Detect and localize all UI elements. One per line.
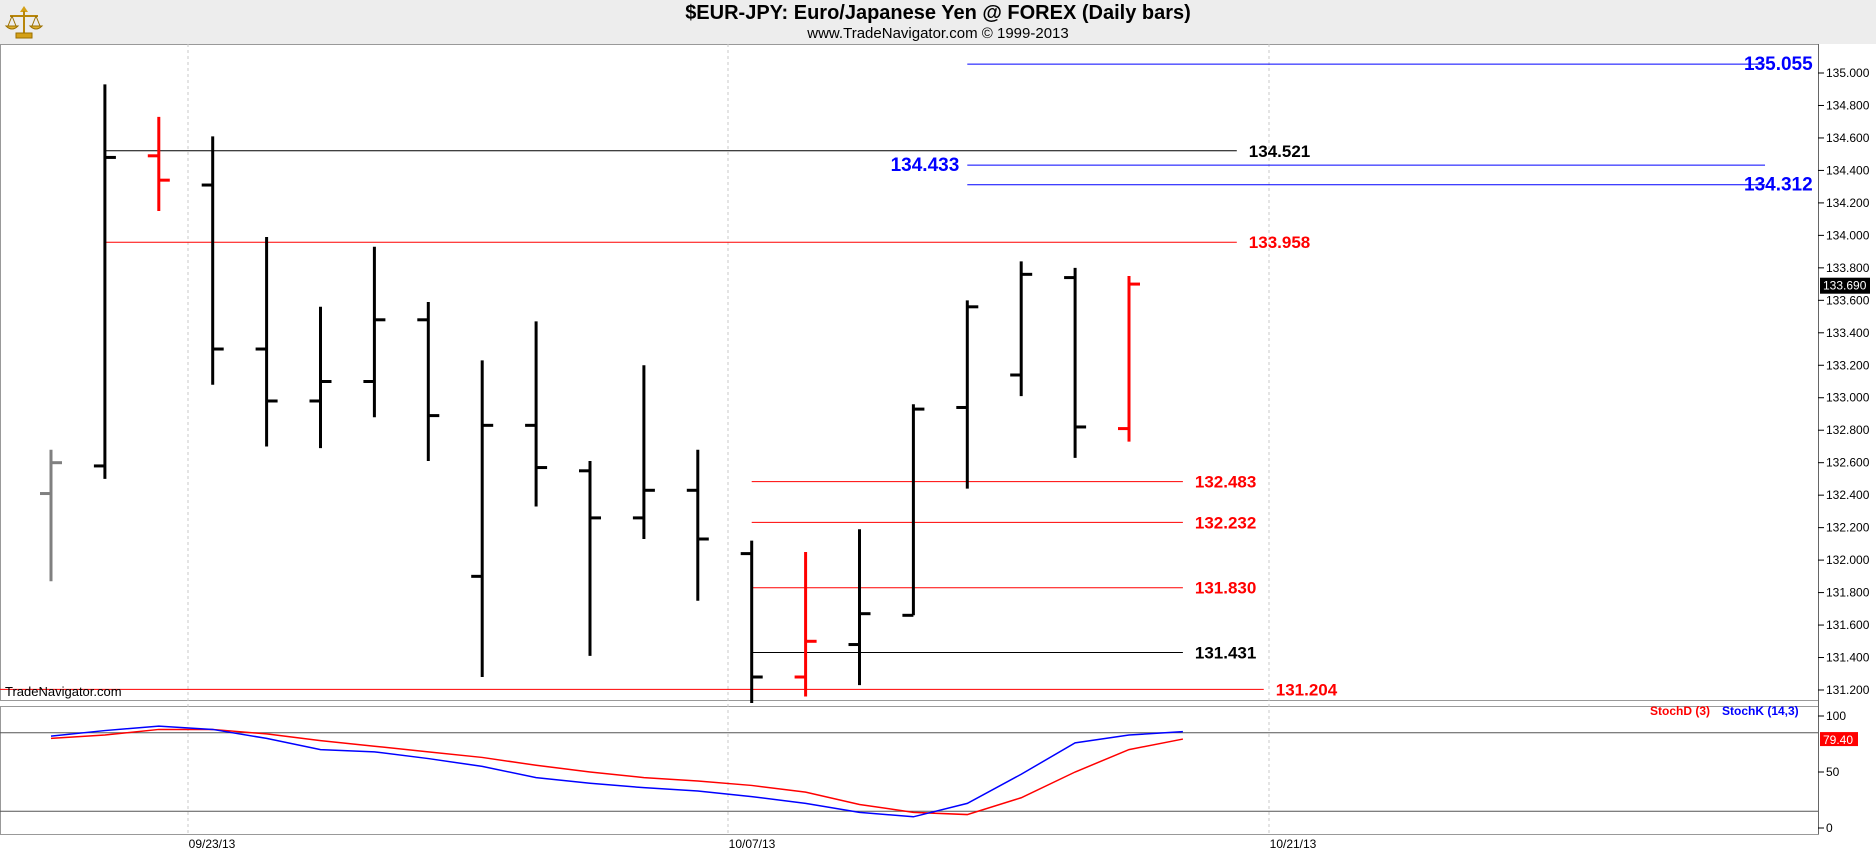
stoch-last-value-marker — [1820, 732, 1858, 747]
ohlc-bar — [632, 365, 655, 539]
y-tick-label: 135.000 — [1826, 66, 1870, 80]
y-tick-label: 131.400 — [1826, 651, 1870, 665]
y-tick-label: 132.400 — [1826, 488, 1870, 502]
x-tick-label: 09/23/13 — [189, 837, 236, 851]
ohlc-bar — [1010, 261, 1033, 397]
price-level-label: 132.483 — [1195, 473, 1256, 492]
y-tick-label: 134.600 — [1826, 131, 1870, 145]
ohlc-bar — [255, 236, 278, 447]
price-level-label: 135.055 — [1744, 54, 1813, 75]
stoch-legend-k: StochK (14,3) — [1722, 704, 1799, 718]
y-tick-label: 132.800 — [1826, 423, 1870, 437]
ohlc-bar — [1064, 267, 1087, 458]
chart-subtitle: www.TradeNavigator.com © 1999-2013 — [807, 25, 1069, 42]
y-tick-label: 134.800 — [1826, 98, 1870, 112]
trade-navigator-scale-icon — [4, 6, 44, 39]
y-tick-label: 131.600 — [1826, 618, 1870, 632]
y-tick-label: 131.200 — [1826, 683, 1870, 697]
y-tick-label: 132.600 — [1826, 456, 1870, 470]
price-level-label: 134.433 — [891, 155, 960, 176]
price-level-label: 131.830 — [1195, 579, 1256, 598]
y-tick-label: 133.000 — [1826, 391, 1870, 405]
ohlc-bar — [848, 529, 871, 686]
stoch-y-tick-label: 100 — [1826, 709, 1846, 723]
ohlc-bar — [147, 116, 170, 212]
ohlc-bar — [794, 551, 817, 697]
ohlc-bar — [201, 136, 224, 385]
stoch-series-line — [50, 728, 1184, 816]
y-tick-label: 133.600 — [1826, 293, 1870, 307]
ohlc-bar — [686, 449, 709, 601]
y-tick-label: 133.400 — [1826, 326, 1870, 340]
stoch-legend-d: StochD (3) — [1650, 704, 1710, 718]
y-tick-label: 134.000 — [1826, 228, 1870, 242]
price-level-label: 133.958 — [1249, 233, 1310, 252]
ohlc-bar — [902, 404, 925, 617]
ohlc-bar — [525, 321, 548, 507]
last-price-marker — [1820, 277, 1870, 294]
price-level-label: 131.204 — [1276, 680, 1338, 699]
x-tick-label: 10/07/13 — [729, 837, 776, 851]
y-tick-label: 134.200 — [1826, 196, 1870, 210]
chart-title: $EUR-JPY: Euro/Japanese Yen @ FOREX (Dai… — [685, 2, 1191, 24]
price-level-label: 131.431 — [1195, 643, 1256, 662]
price-panel-frame — [0, 44, 1819, 701]
y-tick-label: 132.200 — [1826, 521, 1870, 535]
ohlc-bar — [471, 360, 494, 678]
ohlc-bar — [417, 301, 440, 462]
ohlc-bar — [40, 449, 62, 582]
ohlc-bar — [309, 306, 332, 449]
y-tick-label: 132.000 — [1826, 553, 1870, 567]
ohlc-bar — [363, 246, 386, 418]
ohlc-bar — [740, 540, 763, 703]
last-price-label: 133.690 — [1823, 279, 1867, 293]
y-tick-label: 133.800 — [1826, 261, 1870, 275]
price-level-label: 132.232 — [1195, 513, 1256, 532]
ohlc-bar — [1118, 275, 1140, 442]
chart-header: $EUR-JPY: Euro/Japanese Yen @ FOREX (Dai… — [0, 0, 1876, 44]
price-level-label: 134.312 — [1744, 175, 1813, 196]
stoch-y-tick-label: 0 — [1826, 821, 1833, 835]
stoch-last-value-label: 79.40 — [1823, 733, 1853, 747]
y-tick-label: 133.200 — [1826, 358, 1870, 372]
stoch-panel-frame — [0, 706, 1819, 835]
ohlc-bar — [579, 461, 601, 656]
stoch-y-tick-label: 50 — [1826, 765, 1840, 779]
price-level-label: 134.521 — [1249, 142, 1310, 161]
y-tick-label: 134.400 — [1826, 163, 1870, 177]
ohlc-bar — [93, 84, 116, 479]
ohlc-bar — [956, 300, 979, 489]
x-tick-label: 10/21/13 — [1270, 837, 1317, 851]
stoch-series-line — [50, 725, 1183, 818]
y-tick-label: 131.800 — [1826, 586, 1870, 600]
watermark-text: TradeNavigator.com — [5, 684, 122, 699]
